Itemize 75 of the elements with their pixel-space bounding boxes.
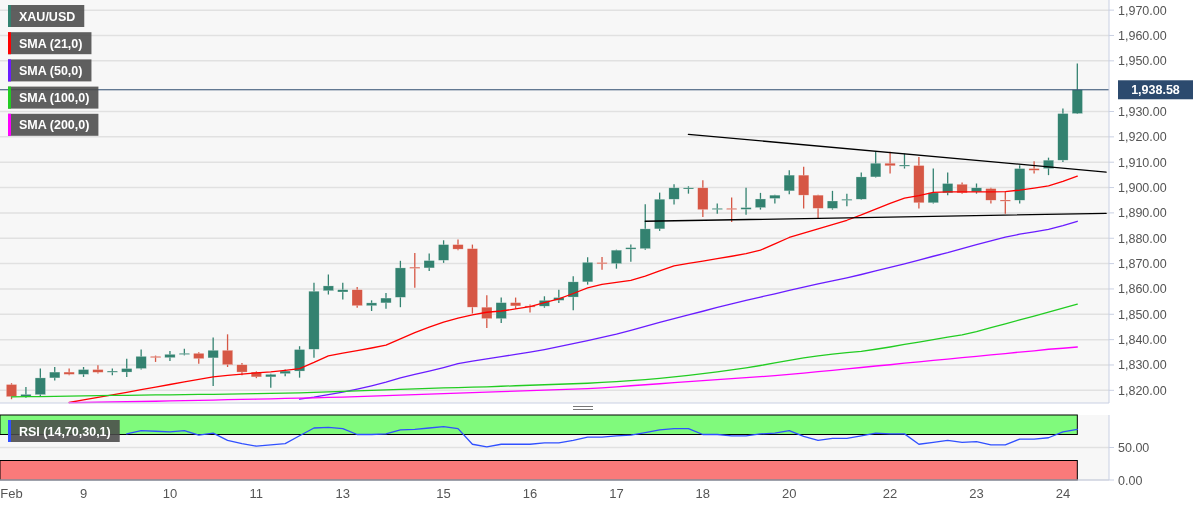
x-tick-label: 20 (782, 486, 797, 501)
candlestick (438, 239, 450, 264)
y-tick-label: 50.00 (1118, 441, 1150, 455)
legend-label: SMA (100,0) (19, 91, 90, 106)
y-tick-label: 1,850.00 (1118, 307, 1167, 322)
x-tick-label: 15 (436, 486, 451, 501)
candlestick (92, 364, 104, 375)
x-tick-label: 16 (522, 486, 538, 501)
candlestick (999, 191, 1011, 215)
y-tick-label: 1,820.00 (1118, 383, 1167, 398)
candlestick (567, 275, 579, 311)
x-tick-label: 18 (695, 486, 711, 501)
candlestick (668, 183, 680, 206)
y-tick-label: 1,930.00 (1118, 105, 1167, 120)
candlestick (884, 151, 896, 175)
x-tick-label: 23 (969, 486, 984, 501)
y-tick-label: 1,960.00 (1118, 28, 1167, 43)
x-tick-label: 24 (1055, 486, 1071, 501)
candlestick (1071, 62, 1083, 115)
candlestick (870, 151, 882, 179)
y-tick-label: 1,860.00 (1118, 282, 1167, 297)
candlestick (1028, 160, 1040, 175)
legend-label: RSI (14,70,30,1) (19, 424, 111, 439)
y-tick-label: 1,970.00 (1118, 3, 1167, 18)
candlestick (222, 333, 233, 368)
x-tick-label: 11 (249, 486, 264, 501)
candlestick (740, 187, 752, 216)
y-tick-label: 0.00 (1118, 473, 1143, 488)
legend-label: XAU/USD (19, 9, 76, 24)
candlestick (294, 345, 306, 379)
x-tick-label: 10 (162, 486, 178, 501)
candlestick (827, 190, 838, 211)
y-tick-label: 1,880.00 (1118, 231, 1167, 246)
ref-line-label: 1,938.58 (1131, 83, 1180, 98)
candlestick (726, 196, 738, 223)
line-series (298, 220, 1078, 400)
candlestick (135, 348, 147, 371)
line-series (126, 426, 1078, 448)
candlestick (481, 294, 493, 329)
x-tick-label: 9 (79, 486, 88, 501)
x-tick-label: 13 (335, 486, 351, 501)
candlestick (207, 336, 219, 387)
candlestick (927, 167, 939, 205)
candlestick (495, 296, 507, 324)
candlestick (798, 166, 810, 210)
x-tick-label: 22 (882, 486, 898, 501)
candlestick (409, 252, 421, 289)
y-tick-label: 1,830.00 (1118, 358, 1167, 373)
y-tick-label: 1,890.00 (1118, 206, 1167, 221)
candlestick (841, 192, 853, 207)
candlestick (639, 203, 651, 251)
legend-label: SMA (50,0) (19, 63, 83, 78)
legend-label: SMA (21,0) (19, 36, 83, 51)
candlestick (380, 292, 392, 310)
candlestick (34, 367, 46, 398)
candlestick (783, 169, 795, 195)
candlestick (596, 256, 608, 271)
candlestick (582, 256, 594, 286)
line-series (10, 303, 1078, 398)
y-tick-label: 1,950.00 (1118, 54, 1167, 69)
y-tick-label: 1,910.00 (1118, 155, 1167, 170)
candlestick (697, 179, 709, 218)
candlestick (322, 273, 334, 296)
y-tick-label: 1,900.00 (1118, 181, 1167, 196)
legend-label: SMA (200,0) (19, 118, 90, 133)
candlestick (164, 350, 176, 362)
x-tick-label: Feb (0, 486, 23, 501)
candlestick (121, 357, 133, 378)
candlestick (855, 171, 867, 201)
x-tick-label: 17 (609, 486, 624, 501)
y-tick-label: 1,870.00 (1118, 257, 1167, 272)
y-tick-label: 1,840.00 (1118, 333, 1167, 348)
candlestick (351, 286, 363, 309)
y-tick-label: 1,920.00 (1118, 130, 1167, 145)
line-series (68, 175, 1078, 404)
